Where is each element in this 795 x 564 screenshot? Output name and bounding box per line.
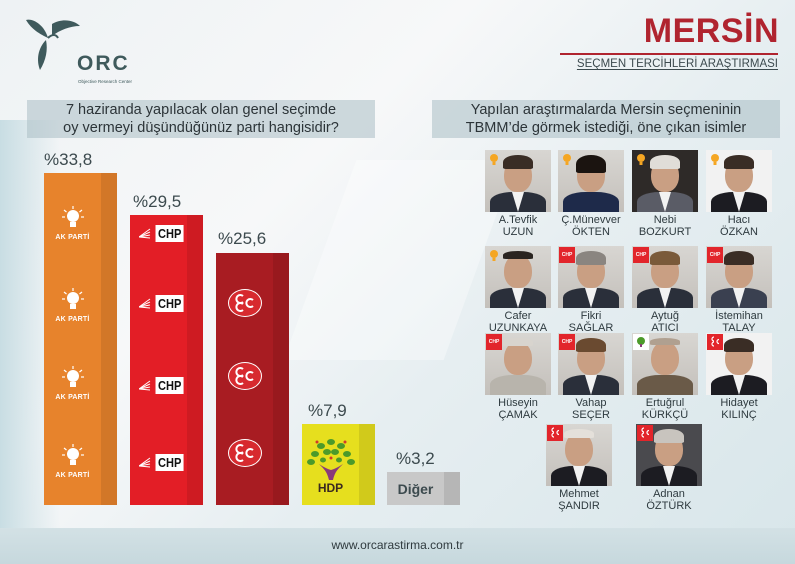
mhp-logo <box>216 358 273 394</box>
chp-arrows-icon <box>138 457 151 468</box>
question-line-1: Yapılan araştırmalarda Mersin seçmeninin <box>470 102 742 118</box>
diger-logo: Diğer <box>397 480 434 497</box>
mhp-badge-icon <box>637 425 653 441</box>
candidate-card: Ç.Münevver ÖKTEN <box>556 150 626 238</box>
chp-badge-icon: CHP <box>707 247 723 263</box>
question-line-2: TBMM’de görmek istediği, öne çıkan isiml… <box>465 120 747 136</box>
candidate-photo <box>546 424 612 486</box>
mhp-badge-icon <box>707 334 723 350</box>
three-crescents-icon <box>234 294 254 312</box>
chp-arrows-icon <box>138 380 151 391</box>
candidate-photo <box>485 150 551 212</box>
chp-badge-icon: CHP <box>633 247 649 263</box>
akp-badge-icon <box>486 151 502 167</box>
question-line-2: oy vermeyi düşündüğünüz parti hangisidir… <box>63 120 339 136</box>
lightbulb-icon <box>61 443 84 465</box>
chart-question: 7 haziranda yapılacak olan genel seçimde… <box>27 100 375 138</box>
candidate-card: Mehmet ŞANDIR <box>544 424 614 512</box>
chp-logo: CHP <box>134 223 191 243</box>
bar-value-label: %29,5 <box>133 192 182 211</box>
candidate-card: Ertuğrul KÜRKÇÜ <box>630 333 700 421</box>
candidate-photo <box>485 246 551 308</box>
chp-logo: CHP <box>134 293 191 313</box>
chp-logo: CHP <box>134 375 191 395</box>
bar-diger: Diğer <box>387 472 460 505</box>
candidate-photo: CHP <box>706 246 772 308</box>
candidate-card: A.Tevfik UZUN <box>483 150 553 238</box>
candidate-card: Adnan ÖZTÜRK <box>634 424 704 512</box>
chp-arrows-icon <box>138 228 151 239</box>
lightbulb-icon <box>61 287 84 309</box>
candidates-question: Yapılan araştırmalarda Mersin seçmeninin… <box>432 100 780 138</box>
logo-subtitle: Objective Research Center <box>78 79 133 84</box>
hdp-badge-icon <box>633 334 649 350</box>
title-divider <box>560 53 778 55</box>
candidate-photo <box>636 424 702 486</box>
akp-logo: AK PARTİ <box>44 353 101 413</box>
candidate-photo <box>632 150 698 212</box>
page-title: MERSİN <box>643 12 779 50</box>
bar-value-label: %7,9 <box>308 401 347 420</box>
akp-logo: AK PARTİ <box>44 193 101 253</box>
candidate-card: CHP Vahap SEÇER <box>556 333 626 421</box>
page-subtitle: SEÇMEN TERCİHLERİ ARAŞTIRMASI <box>576 58 778 70</box>
chp-badge-icon: CHP <box>559 334 575 350</box>
lightbulb-icon <box>61 365 84 387</box>
bar-value-label: %3,2 <box>396 449 435 468</box>
candidate-photo: CHP <box>632 246 698 308</box>
akp-logo: AK PARTİ <box>44 275 101 335</box>
bar-value-label: %33,8 <box>44 150 93 169</box>
mhp-badge-icon <box>547 425 563 441</box>
candidate-card: Nebi BOZKURT <box>630 150 700 238</box>
orc-logo: ORC Objective Research Center <box>22 16 132 84</box>
bar-hdp: HDP <box>302 424 375 505</box>
bar-akp: AK PARTİ AK PARTİ AK PARTİ AK PARTİ <box>44 173 117 505</box>
bar-value-label: %25,6 <box>218 229 267 248</box>
candidate-photo <box>706 333 772 395</box>
chp-badge-icon: CHP <box>559 247 575 263</box>
candidate-card: Hidayet KILINÇ <box>704 333 774 421</box>
chp-badge-icon: CHP <box>486 334 502 350</box>
question-line-1: 7 haziranda yapılacak olan genel seçimde <box>65 102 337 118</box>
akp-logo: AK PARTİ <box>44 431 101 491</box>
candidate-photo: CHP <box>558 333 624 395</box>
logo-text: ORC <box>77 52 130 75</box>
akp-badge-icon <box>486 247 502 263</box>
candidate-card: CHP İstemihan TALAY <box>704 246 774 334</box>
candidate-photo <box>558 150 624 212</box>
chp-arrows-icon <box>138 298 151 309</box>
chp-logo: CHP <box>134 452 191 472</box>
candidate-card: CHP Fikri SAĞLAR <box>556 246 626 334</box>
bar-chp: CHP CHP CHP CHP <box>130 215 203 505</box>
akp-badge-icon <box>707 151 723 167</box>
tree-icon <box>306 438 355 480</box>
candidate-photo: CHP <box>558 246 624 308</box>
lightbulb-icon <box>61 205 84 227</box>
bar-mhp <box>216 253 289 505</box>
mhp-logo <box>216 285 273 321</box>
three-crescents-icon <box>234 367 254 385</box>
three-crescents-icon <box>234 444 254 462</box>
candidate-card: Cafer UZUNKAYA <box>483 246 553 334</box>
candidate-photo: CHP <box>485 333 551 395</box>
background-shape <box>283 160 517 360</box>
website-link[interactable]: www.orcarastirma.com.tr <box>331 538 464 552</box>
footer-band <box>0 528 795 564</box>
candidate-card: Hacı ÖZKAN <box>704 150 774 238</box>
candidate-card: CHP Hüseyin ÇAMAK <box>483 333 553 421</box>
mhp-logo <box>216 435 273 471</box>
akp-badge-icon <box>633 151 649 167</box>
candidate-card: CHP Aytuğ ATICI <box>630 246 700 334</box>
akp-badge-icon <box>559 151 575 167</box>
hdp-logo: HDP <box>302 430 359 500</box>
candidate-photo <box>632 333 698 395</box>
candidate-photo <box>706 150 772 212</box>
orc-leaf-icon <box>26 19 80 70</box>
